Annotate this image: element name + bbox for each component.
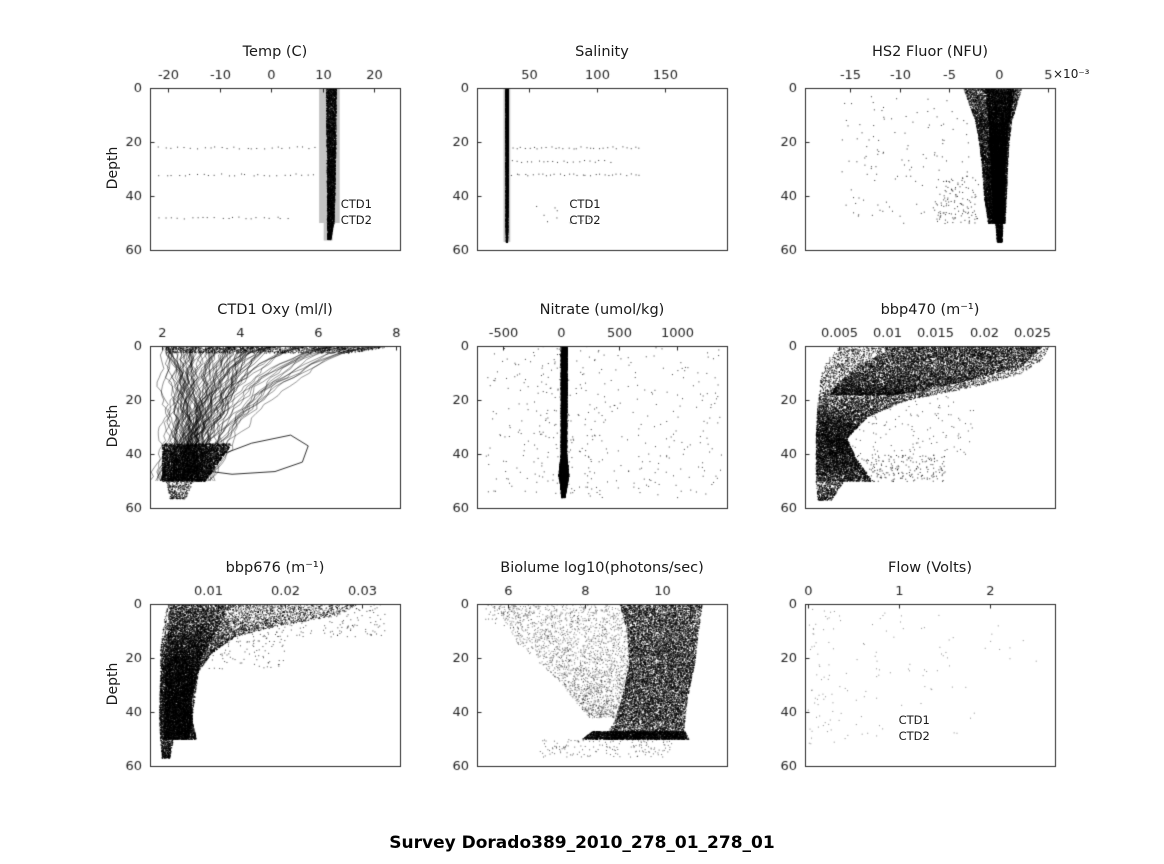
- plot-3-title: CTD1 Oxy (ml/l): [217, 302, 333, 318]
- plot-5-title: bbp470 (m⁻¹): [880, 302, 980, 318]
- plot-0-title: Temp (C): [242, 44, 308, 60]
- plot-1-title: Salinity: [575, 44, 629, 60]
- plot-8-title: Flow (Volts): [888, 560, 972, 576]
- plot-0-label-1: CTD2: [340, 213, 372, 228]
- plot-7-title: Biolume log10(photons/sec): [500, 560, 704, 576]
- plot-2-title: HS2 Fluor (NFU): [871, 44, 989, 60]
- row-1-ylabel: Depth: [105, 404, 121, 448]
- plot-0-label-0: CTD1: [340, 197, 372, 212]
- row-0-ylabel: Depth: [105, 146, 121, 190]
- plot-1-label-0: CTD1: [569, 197, 601, 212]
- row-2-ylabel: Depth: [105, 662, 121, 706]
- plot-6-title: bbp676 (m⁻¹): [225, 560, 325, 576]
- figure-title: Survey Dorado389_2010_278_01_278_01: [389, 833, 775, 853]
- plot-4-title: Nitrate (umol/kg): [539, 302, 665, 318]
- plot-2-exponent: ×10⁻³: [1053, 67, 1090, 81]
- plot-1-label-1: CTD2: [569, 213, 601, 228]
- plot-8-label-1: CTD2: [898, 729, 930, 744]
- plot-8-label-0: CTD1: [898, 713, 930, 728]
